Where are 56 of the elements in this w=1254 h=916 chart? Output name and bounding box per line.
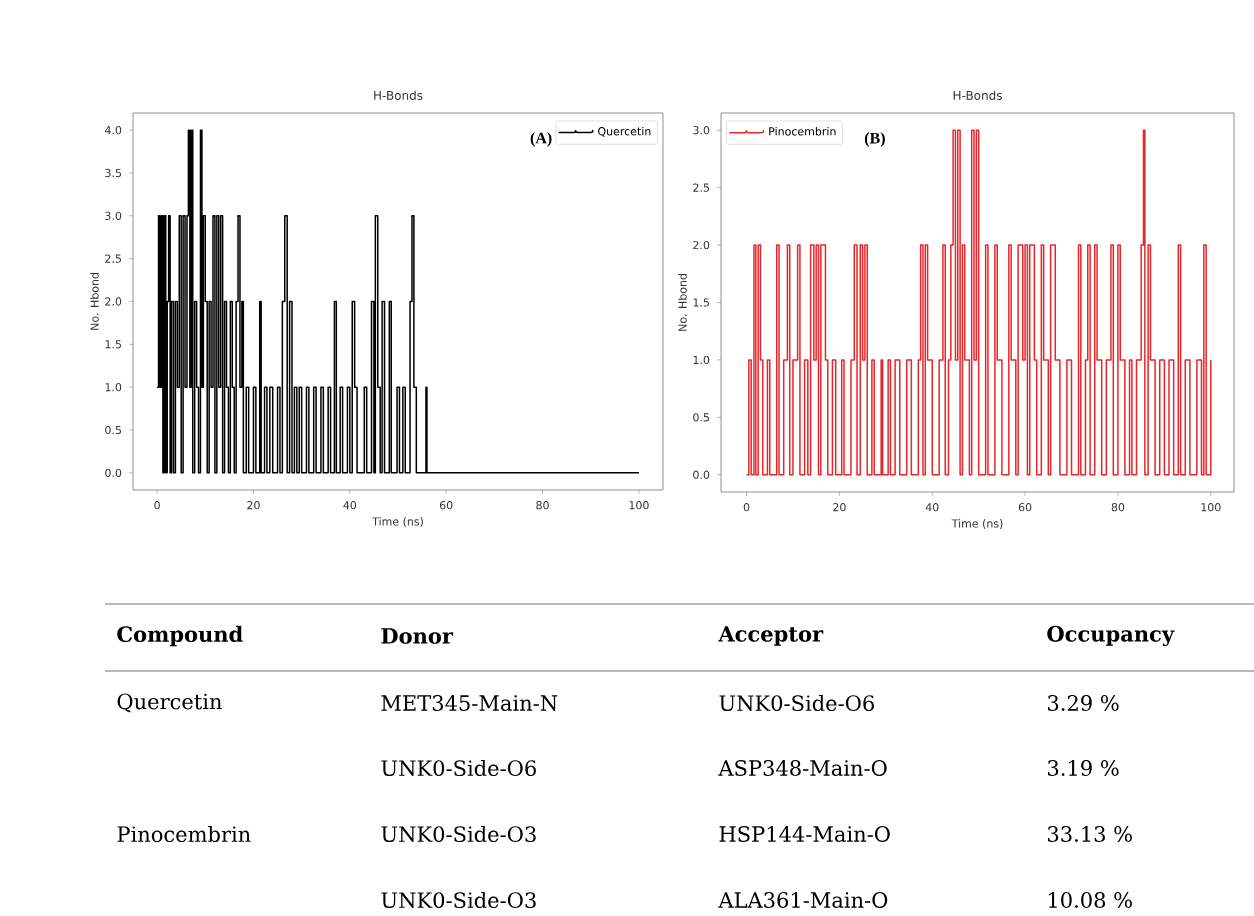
y-tick-label: 1.5 — [105, 340, 121, 349]
category-label: Occupancy — [1047, 625, 1175, 647]
text: 10.08 % — [1048, 892, 1132, 908]
y-tick-label: 3.5 — [105, 168, 121, 178]
category-label: Acceptor — [718, 626, 824, 646]
legend-label: Quercetin — [598, 126, 651, 137]
y-tick-label: 3.0 — [693, 126, 710, 135]
x-tick-label: 40 — [343, 501, 357, 510]
y-tick-label: 2.5 — [693, 183, 709, 192]
text: HSP144-Main-O — [719, 826, 890, 842]
x-tick-label: 0 — [743, 503, 750, 512]
text: ASP348-Main-O — [718, 760, 887, 776]
category-label: Donor — [381, 628, 454, 644]
y-tick-label: 0.5 — [693, 413, 709, 422]
y-tick-label: 0.0 — [105, 468, 122, 478]
x-tick-label: 60 — [1018, 503, 1032, 512]
category-label: Compound — [117, 625, 243, 647]
y-axis-title: No. Hbond — [90, 273, 99, 330]
y-tick-label: 3.0 — [105, 211, 122, 220]
x-tick-label: 60 — [439, 501, 453, 510]
x-tick-label: 20 — [247, 501, 260, 510]
y-axis-title: No. Hbond — [678, 274, 687, 331]
legend-label: Pinocembrin — [769, 126, 836, 136]
x-axis-title: Time (ns) — [951, 519, 1003, 529]
x-tick-label: 40 — [925, 503, 939, 512]
x-tick-label: 0 — [154, 501, 160, 510]
text: UNK0-Side-O3 — [381, 891, 536, 909]
text: 33.13 % — [1048, 826, 1132, 842]
text: Pinocembrin — [117, 825, 251, 843]
x-tick-label: 100 — [629, 501, 649, 510]
y-tick-label: 1.0 — [693, 355, 710, 365]
text: ALA361-Main-O — [718, 892, 888, 908]
y-tick-label: 1.5 — [693, 298, 709, 307]
y-tick-label: 0.0 — [693, 470, 710, 479]
x-tick-label: 20 — [833, 503, 846, 512]
x-tick-label: 80 — [536, 501, 549, 510]
text: 3.29 % — [1048, 695, 1119, 711]
x-tick-label: 80 — [1111, 503, 1125, 512]
text: UNK0-Side-O3 — [381, 825, 536, 843]
text: 3.19 % — [1048, 760, 1119, 776]
text: UNK0-Side-O6 — [381, 759, 536, 777]
y-tick-label: 0.5 — [105, 425, 121, 435]
x-tick-label: 100 — [1201, 503, 1221, 512]
chart-title: H-Bonds — [374, 90, 423, 100]
y-tick-label: 1.0 — [105, 382, 122, 392]
annotation: (B) — [864, 132, 885, 147]
y-tick-label: 2.0 — [105, 297, 122, 306]
text: MET345-Main-N — [381, 695, 558, 711]
y-tick-label: 4.0 — [104, 125, 122, 135]
text: UNK0-Side-O6 — [719, 694, 874, 712]
chart-title: H-Bonds — [953, 90, 1002, 100]
annotation: (A) — [530, 132, 552, 147]
y-tick-label: 2.0 — [693, 240, 710, 250]
y-tick-label: 2.5 — [105, 254, 121, 263]
text: Quercetin — [117, 693, 222, 713]
x-axis-title: Time (ns) — [372, 517, 423, 527]
